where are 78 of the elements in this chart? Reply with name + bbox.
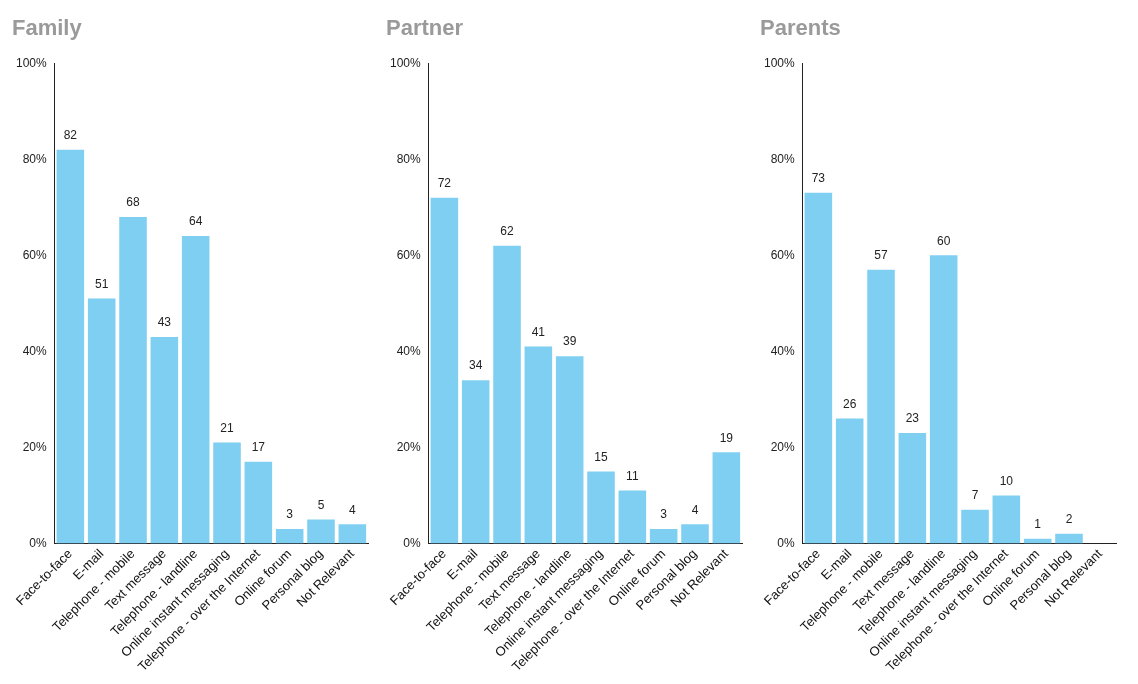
bar (898, 432, 927, 544)
y-tick-label: 60% (770, 247, 796, 262)
data-label: 11 (626, 468, 639, 483)
y-tick-label: 60% (22, 247, 48, 262)
y-tick-label: 100% (763, 55, 796, 70)
data-label: 10 (999, 473, 1014, 488)
bar (712, 452, 741, 544)
bar (461, 380, 490, 544)
y-tick-label: 0% (403, 535, 422, 550)
bar (804, 192, 833, 544)
y-tick-label: 80% (770, 151, 796, 166)
data-label: 3 (286, 507, 294, 522)
bar (524, 346, 553, 544)
y-tick-label: 20% (396, 439, 422, 454)
bar (649, 529, 678, 544)
data-label: 62 (500, 224, 515, 238)
bar (244, 461, 273, 544)
bar (119, 216, 147, 544)
data-label: 4 (691, 502, 699, 517)
bar (992, 495, 1021, 544)
y-tick-label: 40% (770, 343, 796, 358)
y-tick-label: 80% (396, 151, 422, 166)
bar (56, 149, 85, 544)
bar (929, 255, 958, 544)
y-tick-label: 0% (29, 535, 48, 550)
bar (275, 529, 304, 544)
y-tick-label: 20% (22, 439, 48, 454)
y-tick-label: 20% (770, 439, 796, 454)
y-tick-label: 40% (22, 343, 48, 358)
data-label: 34 (469, 358, 483, 373)
data-label: 39 (563, 334, 577, 349)
bar (213, 442, 241, 544)
bar (961, 509, 989, 544)
bar (181, 236, 210, 544)
data-label: 17 (251, 440, 266, 455)
bar (555, 356, 584, 544)
data-label: 1 (1034, 516, 1042, 531)
bar (87, 298, 116, 544)
data-label: 2 (1065, 512, 1073, 527)
bar (618, 490, 647, 544)
data-label: 23 (905, 411, 920, 426)
chart-title: Parents (759, 14, 842, 42)
data-label: 41 (531, 324, 546, 339)
bar (493, 245, 521, 544)
y-tick-label: 100% (389, 55, 422, 70)
y-tick-label: 40% (396, 343, 422, 358)
data-label: 68 (126, 195, 141, 210)
data-label: 21 (220, 420, 235, 435)
bar (1055, 533, 1083, 544)
data-label: 60 (937, 233, 951, 248)
bar (587, 471, 615, 544)
data-label: 43 (157, 315, 172, 330)
data-label: 51 (95, 276, 109, 291)
data-label: 82 (63, 127, 78, 142)
bar (430, 197, 459, 544)
data-label: 15 (594, 449, 609, 464)
data-label: 73 (811, 171, 826, 186)
data-label: 5 (317, 497, 325, 512)
y-tick-label: 0% (777, 535, 796, 550)
data-label: 64 (189, 214, 203, 229)
data-label: 3 (660, 507, 668, 522)
bar (338, 524, 367, 544)
chart-title: Family (11, 14, 83, 42)
y-tick-label: 60% (396, 247, 422, 262)
data-label: 72 (437, 175, 452, 190)
data-label: 4 (348, 502, 356, 517)
data-label: 7 (971, 488, 979, 503)
chart-title: Partner (385, 14, 465, 42)
bar (867, 269, 895, 544)
y-tick-label: 100% (15, 55, 48, 70)
bar (307, 519, 335, 544)
data-label: 57 (874, 248, 889, 263)
y-tick-label: 80% (22, 151, 48, 166)
bar (835, 418, 864, 544)
bar (150, 336, 179, 544)
data-label: 19 (719, 430, 734, 445)
bar (681, 524, 709, 544)
data-label: 26 (843, 396, 857, 411)
